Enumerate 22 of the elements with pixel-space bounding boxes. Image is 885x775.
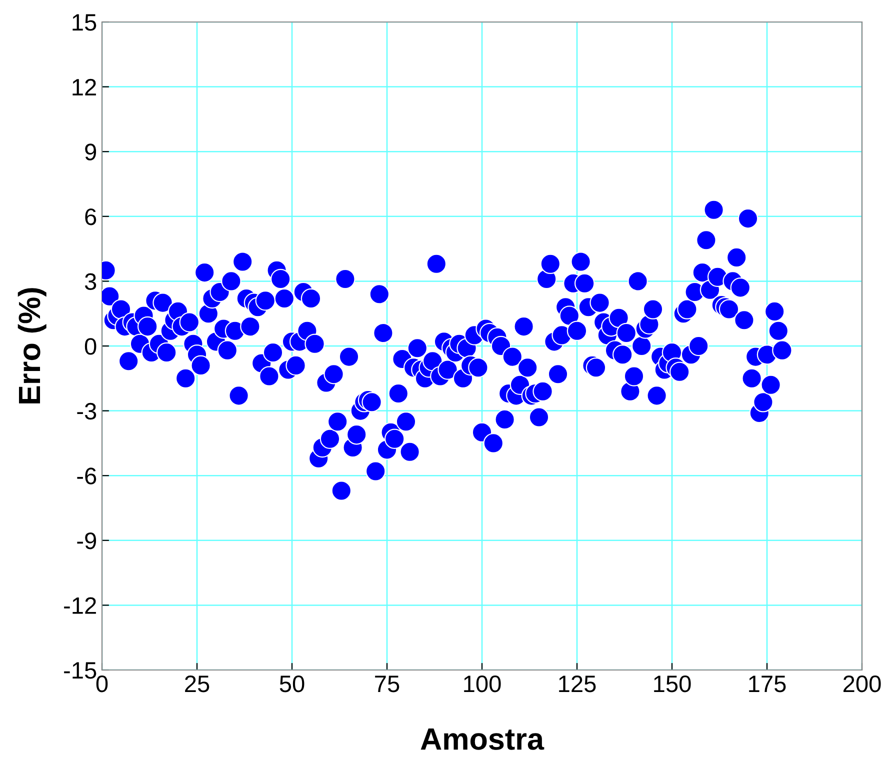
x-tick-label: 125 xyxy=(559,675,596,692)
y-tick-label: -6 xyxy=(77,468,96,484)
x-tick-label: 100 xyxy=(464,675,501,692)
x-tick-label: 25 xyxy=(185,675,210,692)
y-tick-label: 12 xyxy=(72,78,96,96)
y-tick-label: 15 xyxy=(72,14,96,31)
x-tick-label: 75 xyxy=(375,676,400,692)
y-tick-label: -3 xyxy=(77,402,96,420)
y-tick-label: -9 xyxy=(77,532,96,550)
x-tick-label: 0 xyxy=(96,675,108,692)
x-tick-label: 175 xyxy=(749,676,786,692)
y-tick-label: -12 xyxy=(64,597,96,614)
y-tick-label: 0 xyxy=(84,338,96,355)
x-tick-label: 50 xyxy=(280,675,304,692)
x-axis-title: Amostra xyxy=(420,728,544,750)
y-tick-label: -15 xyxy=(64,662,96,679)
x-tick-label: 150 xyxy=(654,675,691,692)
y-tick-label: 9 xyxy=(85,144,96,160)
y-tick-label: 6 xyxy=(85,208,96,226)
y-axis-title: Erro (%) xyxy=(18,288,46,404)
x-tick-label: 200 xyxy=(843,675,881,692)
y-tick-label: 3 xyxy=(84,273,96,290)
